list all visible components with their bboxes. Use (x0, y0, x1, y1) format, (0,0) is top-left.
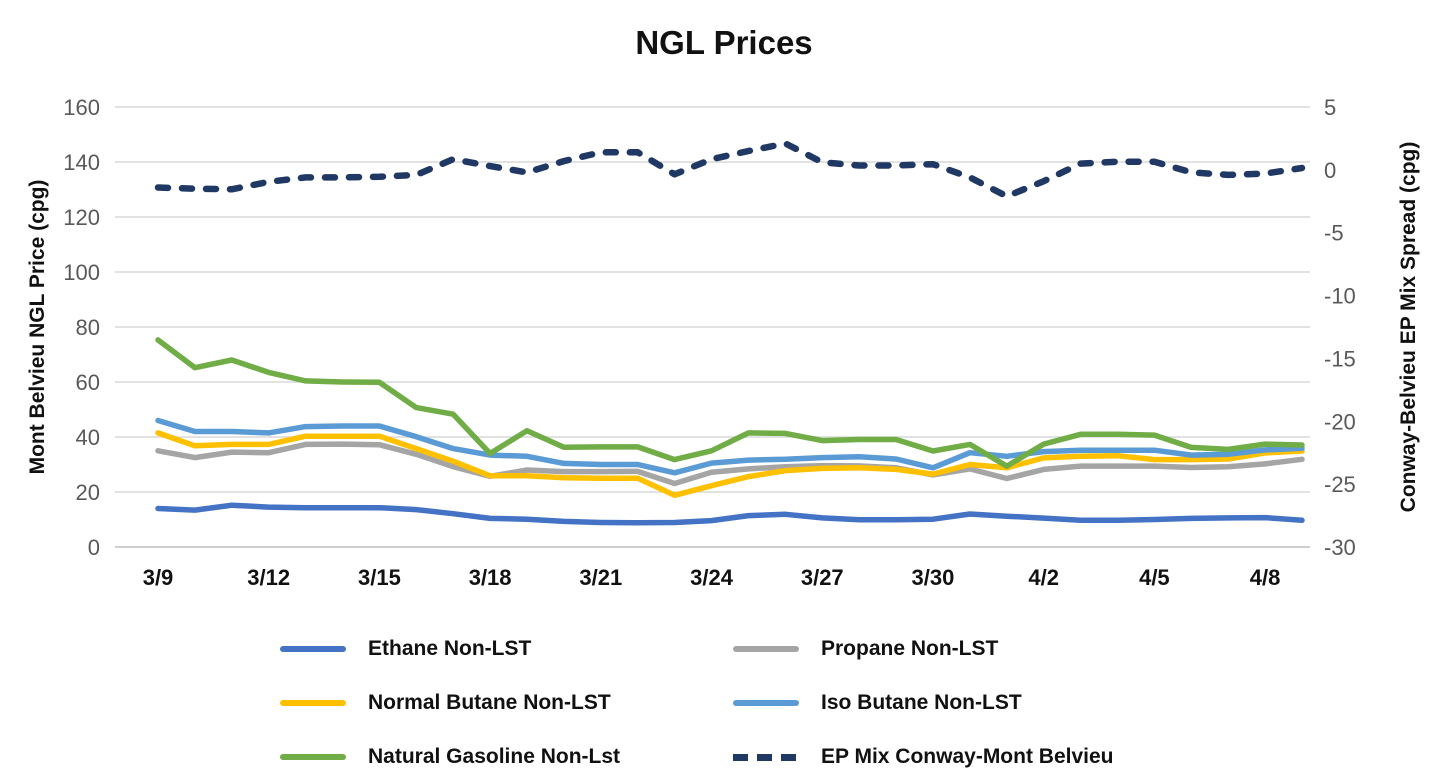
legend: Ethane Non-LST Propane Non-LST Normal Buta… (280, 622, 1186, 784)
legend-dashed-line-swatch (733, 753, 799, 761)
y-axis-left-tick: 160 (63, 95, 100, 120)
x-axis-tick: 3/27 (801, 565, 844, 590)
y-axis-left-tick: 20 (76, 480, 100, 505)
legend-line-swatch (280, 646, 346, 652)
y-axis-right-tick: -25 (1324, 472, 1356, 497)
legend-line-swatch (733, 700, 799, 706)
y-axis-right-tick: 5 (1324, 95, 1336, 120)
y-axis-left-tick: 100 (63, 260, 100, 285)
series-line-ep-mix-conway-mont-belvieu (154, 140, 1306, 200)
x-axis-tick: 4/5 (1139, 565, 1170, 590)
x-axis-tick: 3/15 (358, 565, 401, 590)
series-line-normal-butane-non-lst (155, 430, 1305, 499)
y-axis-right-tick: -30 (1324, 535, 1356, 560)
y-axis-right-tick: 0 (1324, 158, 1336, 183)
legend-item-ep-mix-conway-mont-belvieu: EP Mix Conway-Mont Belvieu (733, 745, 1186, 769)
y-axis-right-tick: -5 (1324, 221, 1344, 246)
legend-label: Propane Non-LST (821, 637, 999, 660)
x-axis-tick: 3/9 (143, 565, 174, 590)
legend-item-iso-butane-non-lst: Iso Butane Non-LST (733, 691, 1186, 715)
y-axis-left-tick: 80 (76, 315, 100, 340)
x-axis-tick: 3/30 (912, 565, 955, 590)
x-axis-tick: 3/21 (579, 565, 622, 590)
legend-line-swatch (280, 754, 346, 760)
y-axis-left-tick: 140 (63, 150, 100, 175)
series-line-propane-non-lst (155, 441, 1305, 487)
y-axis-right-tick: -10 (1324, 284, 1356, 309)
y-axis-left-tick: 60 (76, 370, 100, 395)
y-axis-left-tick: 120 (63, 205, 100, 230)
legend-label: Ethane Non-LST (368, 637, 532, 660)
legend-label: Natural Gasoline Non-Lst (368, 745, 621, 768)
y-axis-left-tick: 40 (76, 425, 100, 450)
x-axis-tick: 3/24 (690, 565, 734, 590)
chart-title: NGL Prices (635, 24, 813, 61)
legend-line-swatch (733, 646, 799, 652)
legend-line-swatch (280, 700, 346, 706)
y-axis-left-tick: 0 (88, 535, 100, 560)
series-line-ethane-non-lst (155, 502, 1305, 526)
series-line-iso-butane-non-lst (155, 417, 1305, 476)
y-axis-right-tick: -20 (1324, 409, 1356, 434)
legend-item-propane-non-lst: Propane Non-LST (733, 637, 1186, 661)
legend-label: Iso Butane Non-LST (821, 691, 1022, 714)
legend-label: EP Mix Conway-Mont Belvieu (821, 745, 1114, 768)
y-axis-right-tick: -15 (1324, 346, 1356, 371)
legend-item-normal-butane-non-lst: Normal Butane Non-LST (280, 691, 733, 715)
x-axis-tick: 4/2 (1028, 565, 1059, 590)
x-axis-tick: 4/8 (1250, 565, 1281, 590)
x-axis-tick: 3/18 (469, 565, 512, 590)
series-line-natural-gasoline-non-lst (155, 337, 1305, 469)
x-axis-tick: 3/12 (247, 565, 290, 590)
legend-label: Normal Butane Non-LST (368, 691, 611, 714)
legend-item-ethane-non-lst: Ethane Non-LST (280, 637, 733, 661)
legend-item-natural-gasoline-non-lst: Natural Gasoline Non-Lst (280, 745, 733, 769)
